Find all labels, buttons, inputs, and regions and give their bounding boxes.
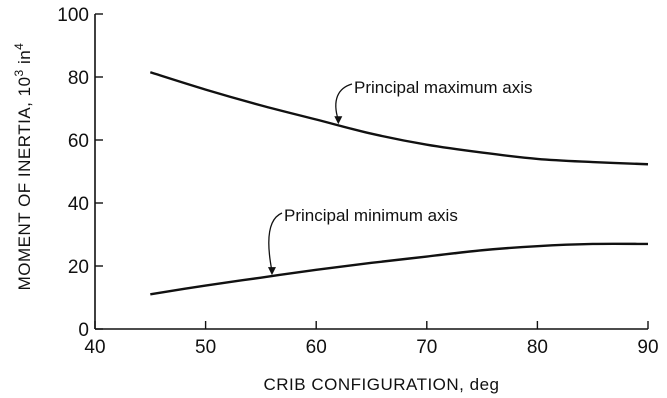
y-axis-title-exponent-2: 4 (12, 43, 26, 50)
x-axis-title: CRIB CONFIGURATION, deg (264, 375, 500, 394)
annotation-leader-line (335, 83, 353, 121)
x-tick-label: 70 (416, 337, 437, 358)
annotation-leader-line (268, 212, 283, 272)
y-axis-title-exponent-1: 3 (12, 69, 26, 76)
y-tick-label: 40 (68, 194, 89, 215)
y-tick-label: 100 (57, 5, 89, 26)
annotation-arrowhead (334, 116, 343, 125)
series-annotation-label: Principal minimum axis (284, 206, 458, 225)
series-line-principal-maximum-axis (149, 71, 649, 166)
x-tick-label: 90 (637, 337, 658, 358)
y-tick-label: 20 (68, 257, 89, 278)
y-axis-title: MOMENT OF INERTIA, 103 in4 (12, 43, 34, 291)
y-axis-title-main: MOMENT OF INERTIA, 10 (15, 76, 34, 290)
series-annotation-label: Principal maximum axis (354, 78, 533, 97)
x-tick-label: 40 (84, 337, 105, 358)
y-tick-label: 0 (78, 320, 89, 341)
y-tick-label: 80 (68, 68, 89, 89)
x-tick-label: 80 (527, 337, 548, 358)
y-axis-title-unit: in (15, 50, 34, 69)
y-ticks: 0 20 40 60 80 100 (57, 5, 103, 341)
series-layer (149, 71, 649, 296)
axes (94, 14, 648, 330)
annotation-layer: Principal maximum axis Principal minimum … (267, 78, 533, 276)
annotation-arrowhead (267, 267, 276, 276)
x-tick-label: 60 (306, 337, 327, 358)
y-tick-label: 60 (68, 131, 89, 152)
series-line-principal-minimum-axis (150, 242, 649, 296)
x-tick-label: 50 (195, 337, 216, 358)
x-ticks: 40 50 60 70 80 90 (84, 321, 659, 358)
